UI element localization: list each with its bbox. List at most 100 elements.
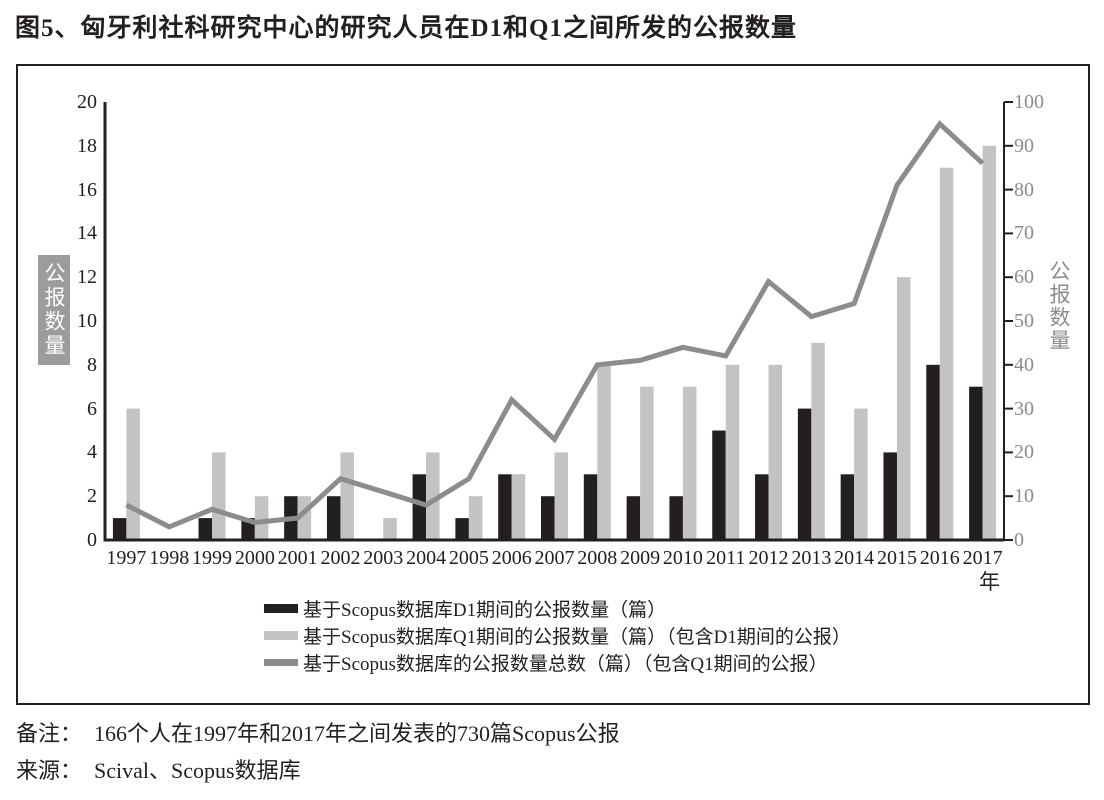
right-axis-tick [1004,232,1013,235]
d1-bar-swatch [264,604,298,613]
bar-q1-2011 [725,364,740,540]
x-label-2007: 2007 [534,547,575,569]
legend-item-q1: 基于Scopus数据库Q1期间的公报数量（篇）（包含D1期间的公报） [264,625,851,648]
right-tick-label-100: 100 [1014,91,1044,113]
x-label-2010: 2010 [662,547,703,569]
x-label-2014: 2014 [834,547,875,569]
right-tick-label-80: 80 [1014,178,1034,201]
x-axis-spine [103,538,1004,542]
bar-d1-2007 [541,496,555,540]
x-label-2009: 2009 [620,547,661,569]
x-label-2013: 2013 [791,547,832,569]
bar-d1-2015 [883,452,897,540]
x-label-2006: 2006 [491,547,532,569]
bar-d1-2005 [455,518,469,540]
right-axis-tick [1004,276,1013,279]
bar-d1-2013 [797,408,812,540]
bar-d1-1997 [112,518,127,540]
bar-d1-2002 [326,496,341,540]
bar-d1-1999 [198,518,213,540]
left-axis-spine [103,102,107,540]
bar-q1-2015 [896,277,911,540]
right-tick-label-0: 0 [1014,529,1024,551]
legend-label-d1: 基于Scopus数据库D1期间的公报数量（篇） [303,600,667,621]
x-label-2005: 2005 [448,547,489,569]
right-axis-tick [1004,539,1013,541]
bar-q1-2005 [468,496,483,540]
note-remark-text: 166个人在1997年和2017年之间发表的730篇Scopus公报 [94,721,620,746]
chart-frame: 0 2 4 6 8 10 12 14 16 18 20 0 10 20 30 40 50 60 70 80 90 100… [16,64,1090,705]
bar-q1-2004 [426,452,440,540]
bar-q1-2010 [682,386,697,540]
bar-q1-2009 [640,386,654,540]
x-label-2004: 2004 [406,547,447,569]
x-label-2000: 2000 [234,547,275,569]
bar-q1-2008 [597,364,611,540]
right-tick-label-70: 70 [1014,222,1034,245]
total-line [125,120,985,530]
bar-d1-2004 [412,474,427,540]
bar-d1-2006 [498,474,512,540]
left-tick-label-2: 2 [87,485,97,508]
note-source-text: Scival、Scopus数据库 [94,758,301,783]
x-axis-unit: 年 [979,570,1000,594]
bar-d1-2017 [969,386,983,540]
x-label-2017: 2017 [962,547,1003,569]
left-axis-title: 公报数量 [38,255,70,365]
bar-d1-2016 [926,364,940,540]
right-axis-tick [1004,101,1013,103]
left-tick-label-8: 8 [87,353,97,376]
bar-q1-2000 [254,496,269,540]
left-tick-label-6: 6 [87,397,97,420]
total-line-swatch [264,659,298,666]
bar-d1-2014 [840,474,855,540]
legend-item-total: 基于Scopus数据库的公报数量总数（篇）（包含Q1期间的公报） [264,652,851,675]
right-tick-label-90: 90 [1014,134,1034,157]
note-remark: 备注： 166个人在1997年和2017年之间发表的730篇Scopus公报 [16,716,620,748]
left-tick-label-4: 4 [87,441,97,464]
right-tick-label-20: 20 [1014,441,1034,464]
x-label-2011: 2011 [706,547,746,569]
right-tick-label-40: 40 [1014,353,1034,376]
left-tick-label-20: 20 [77,91,97,113]
note-source-label: 来源： [16,758,83,783]
right-axis-tick [1004,363,1013,366]
figure-title: 图5、匈牙利社科研究中心的研究人员在D1和Q1之间所发的公报数量 [15,15,798,42]
x-label-2008: 2008 [577,547,618,569]
bar-q1-2012 [768,364,783,540]
bar-q1-2007 [554,452,568,540]
right-tick-label-50: 50 [1014,310,1034,332]
right-axis-tick [1004,451,1013,454]
bar-q1-2003 [383,518,397,540]
x-label-2016: 2016 [919,547,960,569]
bar-q1-1997 [126,408,140,540]
bar-d1-2011 [712,430,726,540]
note-source: 来源： Scival、Scopus数据库 [16,753,301,785]
x-label-2012: 2012 [748,547,789,569]
plot-canvas [103,101,1013,542]
bar-d1-2009 [626,496,641,540]
x-label-1998: 1998 [149,547,190,569]
left-tick-label-10: 10 [77,310,97,332]
right-axis-title: 公报数量 [1047,260,1071,352]
x-label-2002: 2002 [320,547,361,569]
bar-q1-2016 [939,167,954,540]
legend-label-total: 基于Scopus数据库的公报数量总数（篇）（包含Q1期间的公报） [303,654,828,675]
bar-d1-2008 [583,474,598,540]
left-tick-label-0: 0 [87,529,97,551]
bar-q1-2017 [982,145,997,541]
note-remark-label: 备注： [16,721,83,746]
right-axis-tick [1004,495,1013,498]
x-label-2015: 2015 [876,547,917,569]
left-tick-label-16: 16 [77,178,97,201]
legend-label-q1: 基于Scopus数据库Q1期间的公报数量（篇）（包含D1期间的公报） [303,627,851,648]
legend: 基于Scopus数据库D1期间的公报数量（篇） 基于Scopus数据库Q1期间的… [264,598,851,675]
bar-q1-2013 [811,342,825,540]
x-label-2003: 2003 [363,547,404,569]
right-axis-tick [1004,188,1013,191]
right-tick-label-60: 60 [1014,266,1034,289]
legend-item-d1: 基于Scopus数据库D1期间的公报数量（篇） [264,598,851,621]
x-label-2001: 2001 [277,547,318,569]
left-tick-label-12: 12 [77,266,97,289]
